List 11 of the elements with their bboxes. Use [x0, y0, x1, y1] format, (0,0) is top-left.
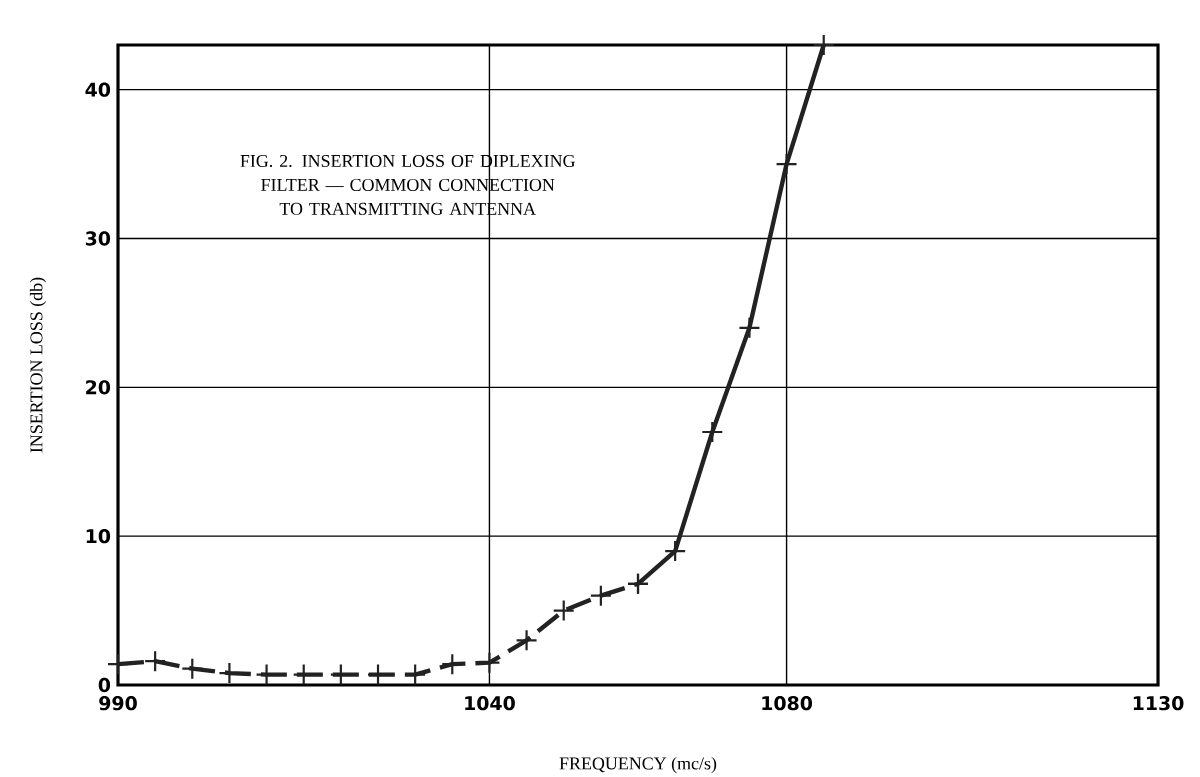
y-tick-label: 10 — [86, 528, 111, 544]
x-tick-label: 1080 — [762, 696, 813, 711]
x-tick-label: 1130 — [1133, 696, 1184, 711]
y-tick-label: 30 — [85, 231, 111, 246]
x-tick-label: 990 — [99, 696, 137, 711]
x-axis-title: FREQUENCY (mc/s) — [559, 756, 717, 774]
y-tick-label: 20 — [86, 380, 111, 395]
x-tick-label: 1040 — [465, 696, 515, 711]
y-tick-label: 0 — [98, 677, 111, 693]
y-tick-label: 40 — [85, 82, 111, 97]
y-axis-title: INSERTION LOSS (db) — [29, 277, 47, 453]
